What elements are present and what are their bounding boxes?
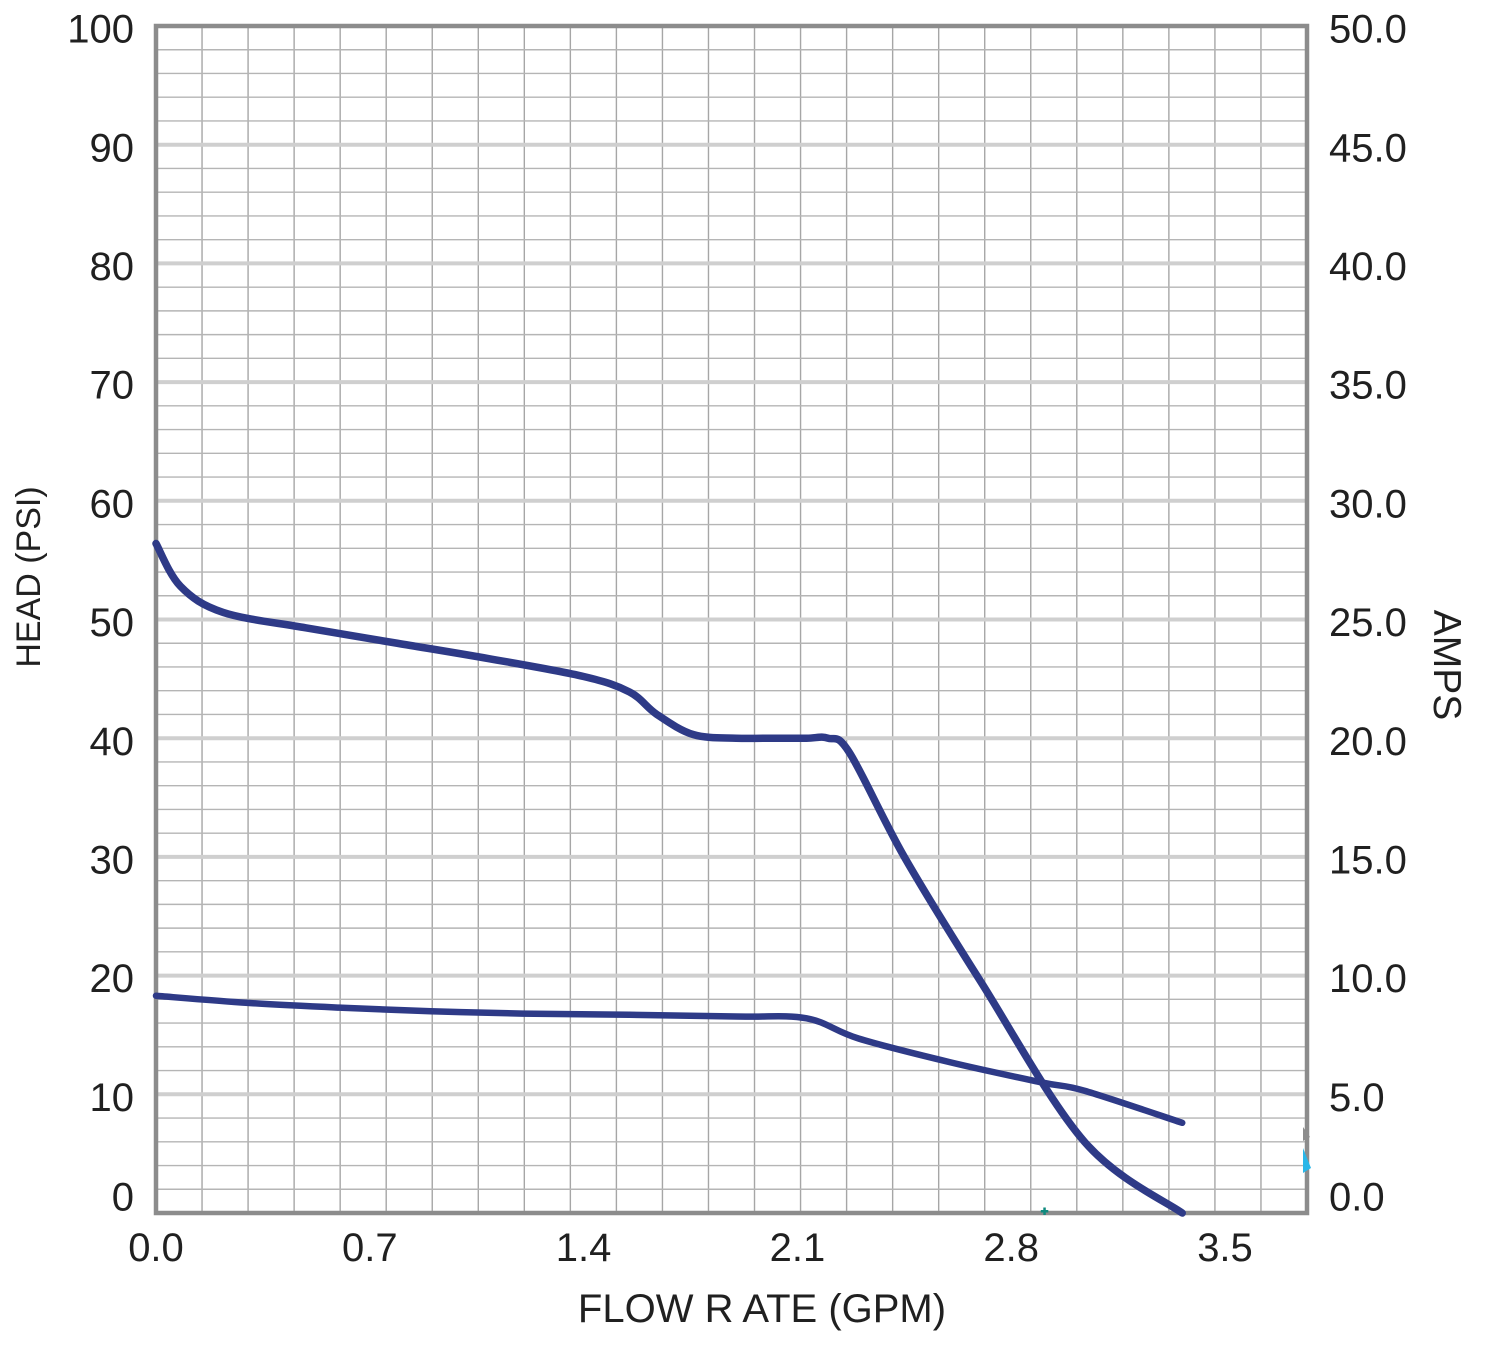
svg-text:10.0: 10.0 [1329, 957, 1407, 1001]
svg-text:50.0: 50.0 [1329, 8, 1407, 52]
svg-text:20: 20 [90, 957, 135, 1001]
svg-text:2.8: 2.8 [983, 1226, 1039, 1270]
svg-text:40.0: 40.0 [1329, 245, 1407, 289]
svg-text:3.5: 3.5 [1197, 1226, 1253, 1270]
svg-text:30.0: 30.0 [1329, 482, 1407, 526]
svg-text:30: 30 [90, 838, 135, 882]
svg-text:45.0: 45.0 [1329, 126, 1407, 170]
svg-text:0: 0 [112, 1176, 134, 1220]
svg-text:5.0: 5.0 [1329, 1076, 1385, 1120]
svg-text:0.0: 0.0 [1329, 1176, 1385, 1220]
svg-text:90: 90 [90, 126, 135, 170]
svg-text:35.0: 35.0 [1329, 364, 1407, 408]
svg-text:FLOW R ATE (GPM): FLOW R ATE (GPM) [578, 1287, 946, 1331]
svg-text:50: 50 [90, 601, 135, 645]
svg-text:10: 10 [90, 1076, 135, 1120]
svg-text:15.0: 15.0 [1329, 838, 1407, 882]
svg-text:100: 100 [67, 8, 134, 52]
svg-text:0.7: 0.7 [342, 1226, 398, 1270]
svg-text:20.0: 20.0 [1329, 720, 1407, 764]
svg-text:0.0: 0.0 [128, 1226, 184, 1270]
svg-text:25.0: 25.0 [1329, 601, 1407, 645]
svg-text:80: 80 [90, 245, 135, 289]
svg-text:AMPS: AMPS [1425, 610, 1468, 721]
svg-text:1.4: 1.4 [556, 1226, 612, 1270]
svg-text:40: 40 [90, 720, 135, 764]
svg-text:HEAD (PSI): HEAD (PSI) [10, 486, 48, 667]
svg-text:2.1: 2.1 [770, 1226, 826, 1270]
svg-text:60: 60 [90, 482, 135, 526]
svg-text:70: 70 [90, 364, 135, 408]
